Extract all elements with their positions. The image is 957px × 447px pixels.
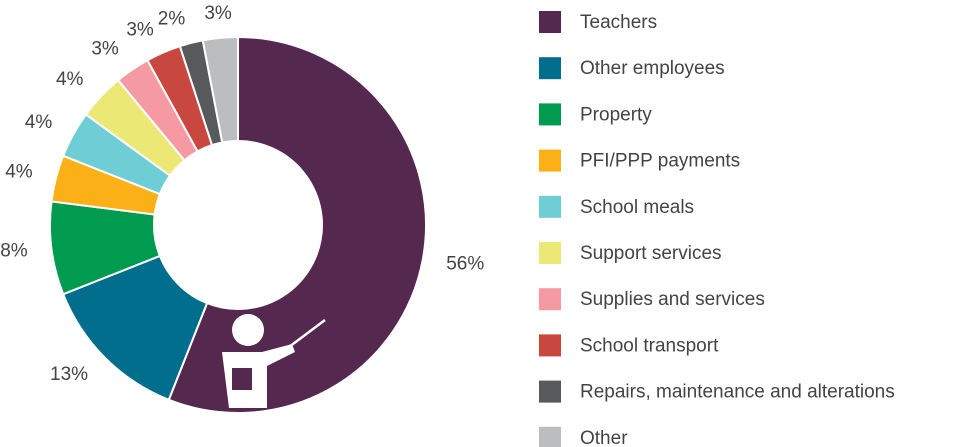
legend-swatch (539, 103, 561, 126)
data-label: 8% (0, 241, 28, 262)
data-label: 4% (5, 161, 33, 182)
legend-swatch (539, 334, 561, 357)
slice (167, 35, 427, 414)
slice (61, 254, 209, 402)
data-label: 4% (56, 69, 84, 90)
icon-pointer (284, 319, 326, 351)
data-label: 4% (25, 112, 53, 133)
data-label: 56% (446, 254, 484, 275)
slice (201, 35, 239, 144)
legend-label: School meals (580, 197, 694, 218)
legend-swatch (539, 242, 561, 264)
legend-label: Support services (580, 243, 722, 264)
legend-label: Supplies and services (580, 289, 765, 310)
legend-label: Repairs, maintenance and alterations (580, 382, 895, 403)
legend-swatch (539, 380, 561, 403)
data-label: 13% (50, 364, 88, 385)
legend-swatch (539, 57, 561, 80)
data-label: 3% (204, 3, 232, 24)
legend-swatch (539, 195, 561, 218)
legend: Teachers Other employees Property PFI/PPP p… (539, 11, 895, 447)
data-label: 3% (126, 19, 154, 40)
icon-book (232, 368, 252, 390)
legend-label: School transport (580, 335, 719, 356)
icon-body (222, 344, 295, 408)
legend-swatch (539, 11, 561, 33)
data-label: 3% (91, 39, 119, 60)
legend-label: Teachers (580, 12, 657, 33)
icon-head (232, 314, 264, 346)
donut (49, 35, 427, 414)
legend-swatch (539, 288, 561, 311)
teacher-icon (222, 314, 326, 408)
legend-swatch (539, 149, 561, 172)
legend-label: PFI/PPP payments (580, 151, 740, 172)
legend-swatch (539, 426, 561, 447)
data-label: 2% (158, 9, 186, 30)
legend-label: Other (580, 428, 628, 447)
legend-label: Other employees (580, 58, 725, 79)
legend-label: Property (580, 104, 652, 125)
